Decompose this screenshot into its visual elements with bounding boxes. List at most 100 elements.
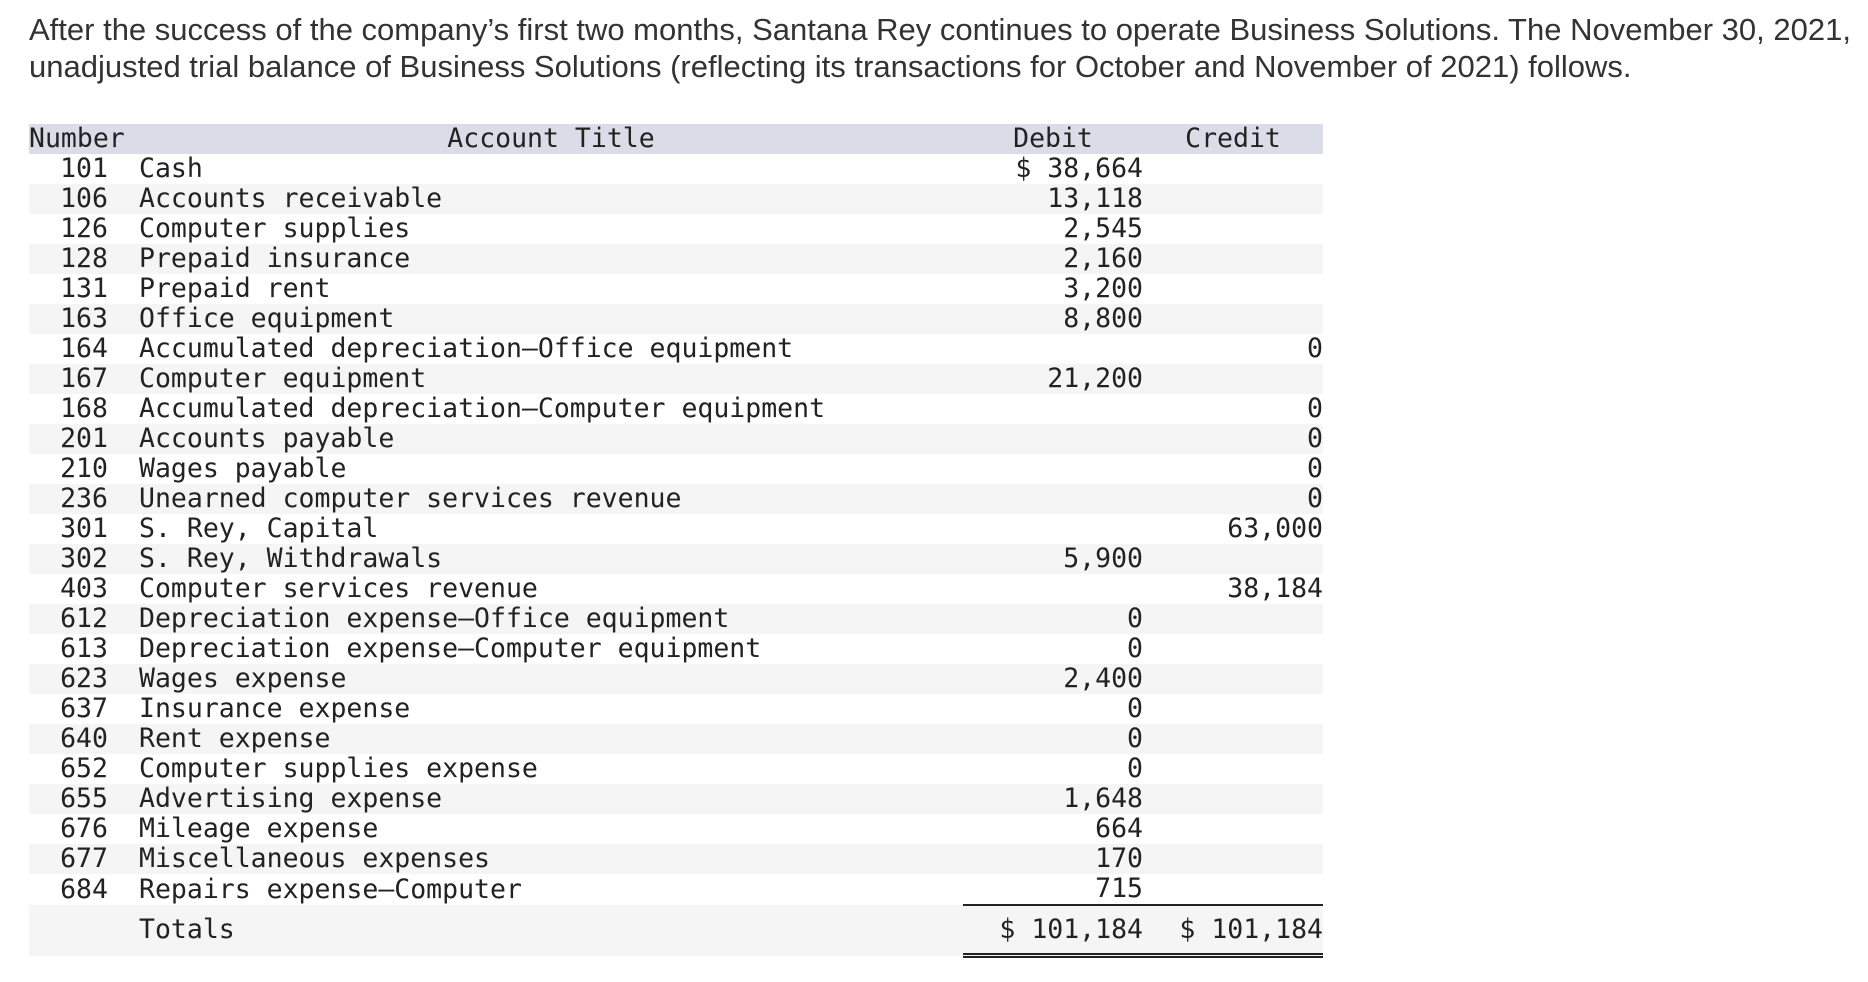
table-row: 640 Rent expense 0 [29, 724, 1323, 754]
credit-amount: 0 [1307, 453, 1323, 484]
debit-amount: 715 [1095, 873, 1143, 904]
table-row: 168 Accumulated depreciation—Computer equ… [29, 394, 1323, 424]
account-number: 131 [60, 273, 108, 304]
account-title: Prepaid rent [139, 273, 331, 304]
totals-number [29, 905, 139, 956]
table-row: 164 Accumulated depreciation—Office equip… [29, 334, 1323, 364]
account-title: Computer services revenue [139, 573, 538, 604]
debit-amount [963, 394, 1143, 424]
table-row: 301 S. Rey, Capital 63,000 [29, 514, 1323, 544]
debit-amount: 8,800 [1063, 303, 1143, 334]
credit-amount [1143, 814, 1323, 844]
debit-amount: 21,200 [1047, 363, 1143, 394]
account-number: 623 [60, 663, 108, 694]
table-row: 676 Mileage expense 664 [29, 814, 1323, 844]
totals-credit: $ 101,184 [1143, 904, 1323, 958]
debit-amount: 2,160 [1063, 243, 1143, 274]
table-row: 106 Accounts receivable 13,118 [29, 184, 1323, 214]
account-number: 676 [60, 813, 108, 844]
account-title: Rent expense [139, 723, 331, 754]
table-row: 637 Insurance expense 0 [29, 694, 1323, 724]
credit-amount [1143, 154, 1323, 184]
credit-amount: 0 [1307, 333, 1323, 364]
table-row: 167 Computer equipment 21,200 [29, 364, 1323, 394]
account-number: 640 [60, 723, 108, 754]
account-number: 128 [60, 243, 108, 274]
debit-amount: 0 [1127, 603, 1143, 634]
account-title: Accumulated depreciation—Office equipmen… [139, 333, 794, 364]
account-number: 403 [60, 573, 108, 604]
account-number: 637 [60, 693, 108, 724]
table-row: 623 Wages expense 2,400 [29, 664, 1323, 694]
account-title: Unearned computer services revenue [139, 483, 682, 514]
debit-amount: 664 [1095, 813, 1143, 844]
credit-amount: 0 [1307, 393, 1323, 424]
debit-amount: 0 [1127, 753, 1143, 784]
credit-amount [1143, 784, 1323, 814]
account-number: 612 [60, 603, 108, 634]
totals-debit: $ 101,184 [963, 904, 1143, 958]
debit-amount: 2,400 [1063, 663, 1143, 694]
credit-amount [1143, 364, 1323, 394]
account-title: Wages expense [139, 663, 347, 694]
table-row: 403 Computer services revenue 38,184 [29, 574, 1323, 604]
totals-row: Totals $ 101,184 $ 101,184 [29, 904, 1323, 958]
account-title: Accounts receivable [139, 183, 443, 214]
table-row: 613 Depreciation expense—Computer equipme… [29, 634, 1323, 664]
debit-amount: 13,118 [1047, 183, 1143, 214]
table-row: 101 Cash $ 38,664 [29, 154, 1323, 184]
account-title: Miscellaneous expenses [139, 843, 490, 874]
table-row: 677 Miscellaneous expenses 170 [29, 844, 1323, 874]
debit-amount: 0 [1127, 693, 1143, 724]
debit-amount: $ 38,664 [1015, 153, 1143, 184]
debit-amount: 0 [1127, 723, 1143, 754]
credit-amount [1143, 274, 1323, 304]
credit-amount: 63,000 [1227, 513, 1323, 544]
account-number: 613 [60, 633, 108, 664]
account-title: Office equipment [139, 303, 395, 334]
credit-amount: 0 [1307, 483, 1323, 514]
account-number: 163 [60, 303, 108, 334]
credit-amount [1143, 304, 1323, 334]
credit-amount [1143, 604, 1323, 634]
table-header-row: Number Account Title Debit Credit [29, 124, 1323, 154]
account-number: 236 [60, 483, 108, 514]
account-title: S. Rey, Withdrawals [139, 543, 443, 574]
header-account-title: Account Title [447, 123, 655, 154]
table-row: 163 Office equipment 8,800 [29, 304, 1323, 334]
account-number: 106 [60, 183, 108, 214]
header-number: Number [29, 123, 125, 154]
account-title: Advertising expense [139, 783, 443, 814]
debit-amount [963, 334, 1143, 364]
credit-amount [1143, 664, 1323, 694]
credit-amount: 38,184 [1227, 573, 1323, 604]
account-number: 164 [60, 333, 108, 364]
table-row: 201 Accounts payable 0 [29, 424, 1323, 454]
table-row: 655 Advertising expense 1,648 [29, 784, 1323, 814]
account-title: Insurance expense [139, 693, 411, 724]
account-number: 302 [60, 543, 108, 574]
header-credit: Credit [1185, 123, 1281, 154]
credit-amount [1143, 844, 1323, 874]
credit-amount [1143, 694, 1323, 724]
account-title: Repairs expense—Computer [139, 873, 522, 905]
intro-paragraph: After the success of the company’s first… [29, 11, 1864, 85]
table-body: 101 Cash $ 38,664 106 Accounts receivable 13,… [29, 154, 1323, 905]
debit-amount [963, 454, 1143, 484]
account-title: Accumulated depreciation—Computer equipm… [139, 393, 826, 424]
account-title: Mileage expense [139, 813, 379, 844]
table-row: 652 Computer supplies expense 0 [29, 754, 1323, 784]
account-title: S. Rey, Capital [139, 513, 379, 544]
table-row: 236 Unearned computer services revenue 0 [29, 484, 1323, 514]
account-number: 301 [60, 513, 108, 544]
intro-line-2: unadjusted trial balance of Business Sol… [29, 49, 1632, 84]
credit-amount [1143, 724, 1323, 754]
table-row: 612 Depreciation expense—Office equipment… [29, 604, 1323, 634]
account-number: 655 [60, 783, 108, 814]
account-title: Cash [139, 153, 203, 184]
header-debit: Debit [1013, 123, 1093, 154]
account-number: 210 [60, 453, 108, 484]
account-title: Depreciation expense—Computer equipment [139, 633, 762, 664]
account-title: Computer equipment [139, 363, 427, 394]
table-row: 126 Computer supplies 2,545 [29, 214, 1323, 244]
